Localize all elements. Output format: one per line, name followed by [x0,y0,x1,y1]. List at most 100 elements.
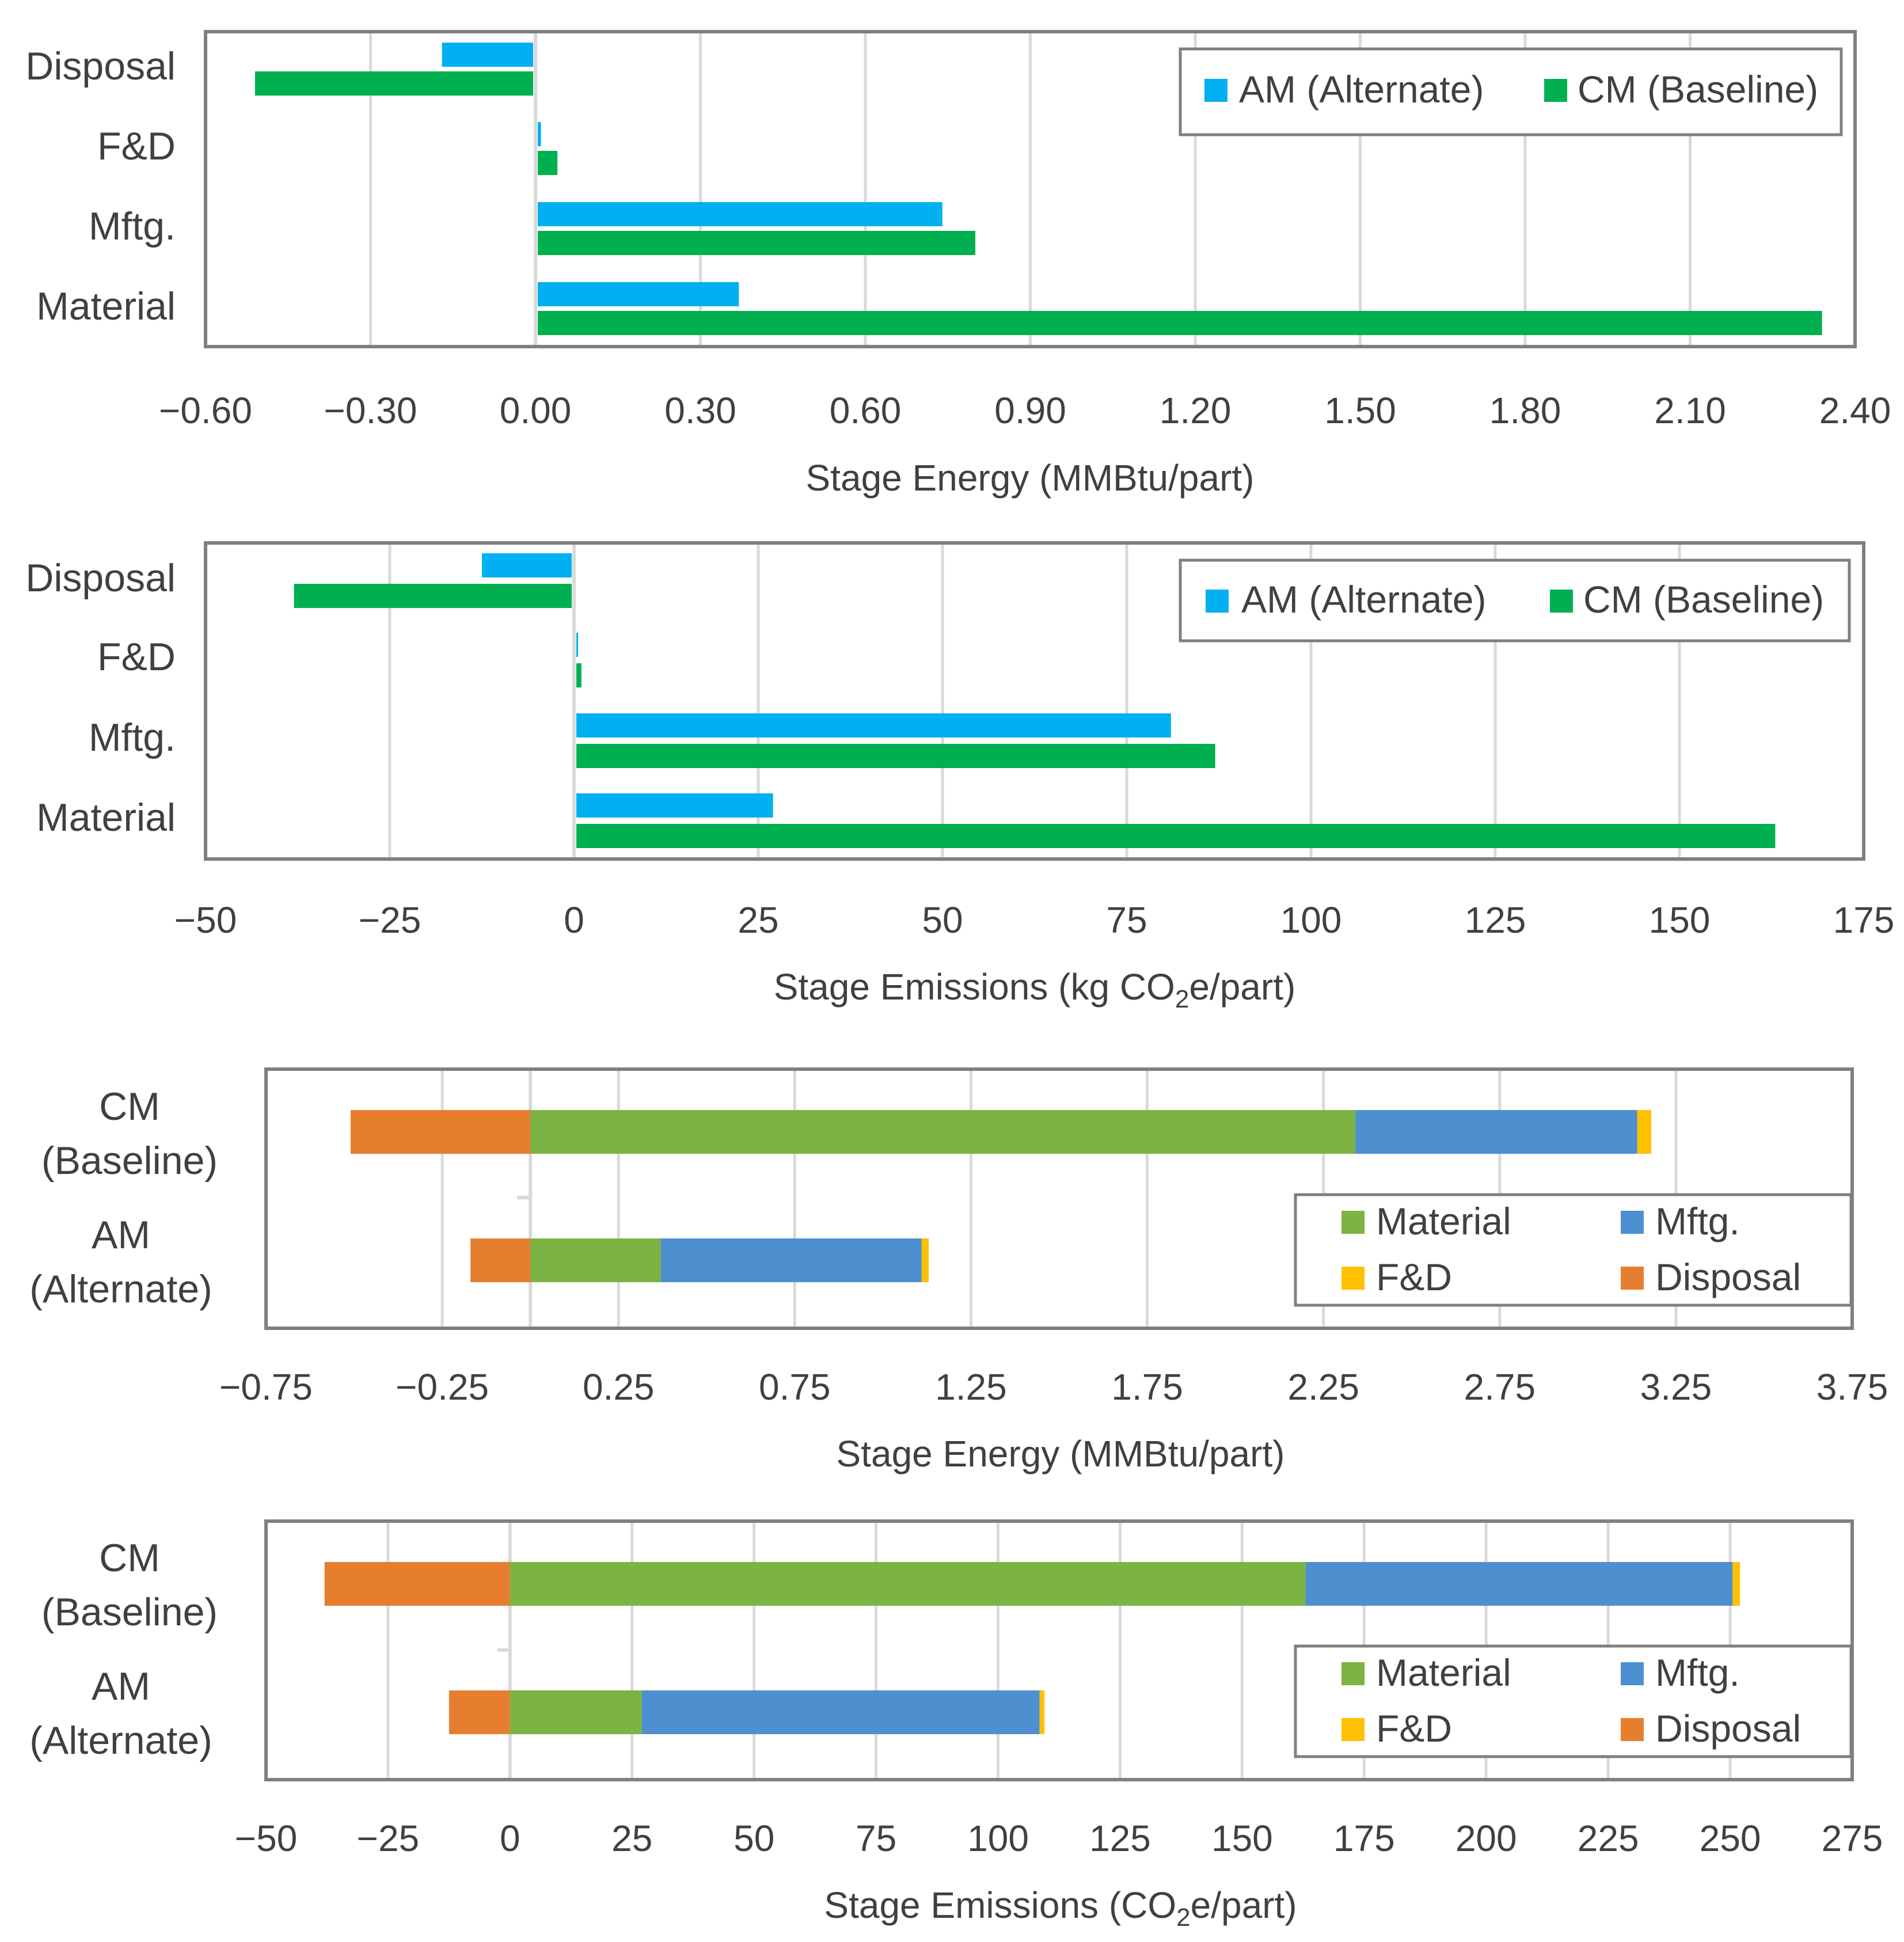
tick-label: 1.50 [1324,390,1396,431]
legend-swatch-fd [1341,1267,1365,1290]
legend-label-fd: F&D [1376,1707,1452,1750]
tick-label: 0.75 [759,1366,831,1408]
tick-label: 75 [1106,899,1147,941]
bars [294,553,1776,848]
segment-material-cm [510,1562,1306,1606]
x-axis-label: Stage Emissions (CO2e/part) [824,1884,1297,1932]
x-axis-label: Stage Energy (MMBtu/part) [837,1433,1285,1474]
category-label: (Baseline) [41,1139,218,1183]
category-labels: Disposal F&D Mftg. Material [25,556,176,839]
category-labels: CM (Baseline) AM (Alternate) [29,1085,218,1311]
category-label: Material [36,284,176,328]
am-bar-mftg [576,713,1171,738]
legend-label-fd: F&D [1376,1256,1452,1298]
legend-frame [1294,1193,1853,1307]
legend-frame [1179,558,1851,643]
tick-label: 2.10 [1654,390,1726,431]
cm-bar-fd [576,663,582,687]
tick-label: 150 [1211,1818,1273,1859]
am-bar-material [576,793,773,818]
chart-emissions-stacked: CM (Baseline) AM (Alternate) −50 −25 0 25 50… [29,1519,1883,1932]
tick-label: −25 [357,1818,420,1859]
tick-label: 75 [856,1818,896,1859]
segment-mftg-am [660,1238,922,1282]
segment-disposal-cm [350,1110,531,1154]
tick-label: −50 [235,1818,298,1859]
chart-energy-stacked: CM (Baseline) AM (Alternate) −0.75 −0.25 0… [29,1067,1888,1474]
bars [254,43,1822,335]
tick-label: 2.75 [1464,1366,1536,1408]
cm-bar-fd [538,151,558,175]
tick-label: 0.25 [583,1366,655,1408]
category-label: CM [99,1536,160,1580]
segment-mftg-cm [1355,1110,1637,1154]
legend-frame [1179,47,1843,136]
legend-swatch-mftg [1621,1211,1644,1234]
category-label: Disposal [25,556,176,600]
legend-label-mftg: Mftg. [1655,1651,1740,1694]
legend-label-material: Material [1376,1651,1511,1694]
x-axis-label: Stage Energy (MMBtu/part) [806,457,1255,499]
x-axis-label: Stage Emissions (kg CO2e/part) [774,966,1296,1013]
category-label: F&D [97,124,176,168]
legend-label-am: AM (Alternate) [1239,68,1484,111]
legend: AM (Alternate) CM (Baseline) [1179,558,1851,643]
legend-swatch-disposal [1621,1718,1644,1741]
category-label: Material [36,796,176,839]
category-label: Mftg. [89,716,176,759]
tick-label: 50 [734,1818,774,1859]
legend-label-am: AM (Alternate) [1241,578,1486,621]
cm-bar-material [538,311,1822,335]
tick-label: −0.75 [219,1366,313,1408]
legend-frame [1294,1644,1853,1758]
tick-label: 3.75 [1816,1366,1888,1408]
tick-label: 3.25 [1640,1366,1712,1408]
am-bar-fd [576,633,578,657]
tick-label: 150 [1649,899,1711,941]
tick-label: 250 [1700,1818,1761,1859]
bars [324,1562,1740,1734]
tick-label: 1.75 [1111,1366,1183,1408]
category-label: (Alternate) [29,1267,212,1311]
am-bar-mftg [538,202,943,226]
tick-label: 175 [1833,899,1895,941]
category-label: Mftg. [89,204,176,248]
segment-disposal-cm [324,1562,510,1606]
cm-bar-mftg [576,744,1215,768]
tick-label: −25 [359,899,421,941]
tick-label: 125 [1089,1818,1151,1859]
am-bar-fd [538,122,541,146]
tick-label: 2.25 [1287,1366,1359,1408]
category-label: F&D [97,635,176,679]
tick-label: 100 [967,1818,1029,1859]
chart-energy-grouped: Disposal F&D Mftg. Material −0.60 −0.30 0.… [25,30,1891,499]
tick-label: 200 [1455,1818,1517,1859]
category-label: AM [92,1213,150,1257]
segment-material-am [510,1690,642,1734]
segment-fd-cm [1637,1110,1652,1154]
legend-label-mftg: Mftg. [1655,1200,1740,1242]
tick-label: −0.30 [324,390,417,431]
category-label: Disposal [25,44,176,88]
segment-mftg-am [641,1690,1040,1734]
segment-disposal-am [470,1238,531,1282]
legend-swatch-cm [1550,590,1573,613]
cm-bar-disposal [294,584,572,608]
legend-swatch-material [1341,1662,1365,1685]
legend-swatch-mftg [1621,1662,1644,1685]
tick-labels: −50 −25 0 25 50 75 100 125 150 175 200 225 250 275 [235,1818,1883,1859]
chart-emissions-grouped: Disposal F&D Mftg. Material −50 −25 0 25 50 7… [25,541,1895,1013]
tick-label: 125 [1465,899,1526,941]
segment-fd-cm [1732,1562,1740,1606]
tick-label: 0.00 [500,390,572,431]
tick-label: 1.80 [1489,390,1561,431]
legend-swatch-disposal [1621,1267,1644,1290]
legend-swatch-fd [1341,1718,1365,1741]
legend-swatch-material [1341,1211,1365,1234]
legend: AM (Alternate) CM (Baseline) [1179,47,1843,136]
tick-label: 0.90 [994,390,1066,431]
legend-label-disposal: Disposal [1655,1707,1801,1750]
category-label: (Alternate) [29,1719,212,1762]
segment-material-am [530,1238,661,1282]
